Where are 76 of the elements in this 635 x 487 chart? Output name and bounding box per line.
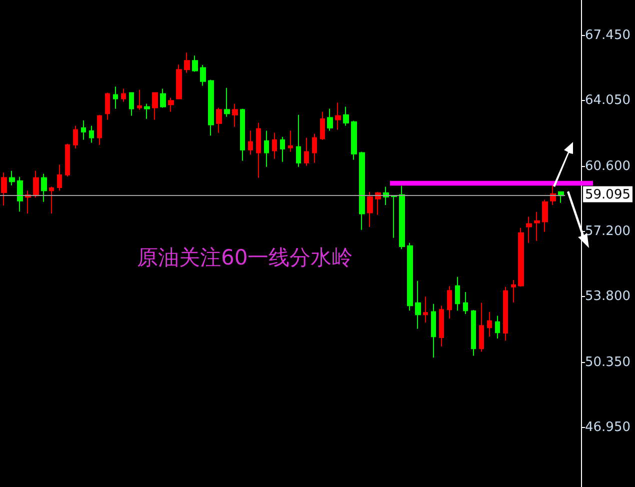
candlestick: [264, 130, 269, 168]
candlestick: [105, 92, 110, 120]
candlestick: [304, 137, 309, 166]
candlestick: [320, 111, 325, 140]
candlestick: [97, 114, 102, 146]
candlestick: [335, 102, 341, 130]
candlestick: [471, 309, 476, 356]
candlestick: [495, 315, 500, 340]
candlestick: [17, 176, 23, 212]
candlestick: [351, 120, 357, 160]
y-tick-label: 46.950: [585, 420, 630, 436]
annotation: 原油关注60一线分水岭: [137, 246, 353, 270]
candlestick: [9, 170, 15, 186]
candlestick: [129, 92, 134, 116]
candlestick: [121, 88, 126, 102]
candlestick: [41, 173, 47, 202]
candlestick: [399, 185, 405, 250]
y-tick-label: 64.050: [585, 92, 630, 108]
candlestick: [280, 136, 285, 162]
candlestick: [152, 92, 158, 120]
ref-line-label: 59.095: [585, 187, 630, 202]
y-tick-label: 50.350: [585, 355, 630, 370]
candlestick: [312, 133, 317, 164]
candlestick: [431, 303, 436, 358]
candlestick: [184, 52, 190, 74]
candlestick: [256, 122, 261, 178]
candlestick: [534, 211, 540, 242]
candlestick: [73, 125, 78, 149]
candlestick: [208, 79, 214, 136]
candlestick: [232, 103, 238, 128]
candlestick: [57, 164, 62, 192]
y-tick-label: 67.450: [585, 28, 630, 43]
candlestick: [518, 227, 524, 288]
candlestick: [216, 107, 222, 134]
candlestick: [89, 125, 94, 144]
candlestick: [503, 286, 508, 342]
candlestick: [240, 108, 245, 162]
candlestick: [359, 151, 365, 230]
candlestick: [296, 114, 301, 168]
candlestick: [33, 170, 39, 198]
candlestick: [526, 216, 532, 244]
candlestick: [463, 292, 468, 315]
candlestick: [288, 130, 293, 152]
candlestick: [192, 55, 198, 72]
candlestick: [423, 296, 428, 324]
y-tick-label: 57.200: [585, 224, 630, 240]
candlestick: [49, 186, 54, 214]
candlestick: [511, 279, 516, 304]
candlestick: [160, 88, 166, 108]
candlestick: [248, 130, 253, 156]
candlestick: [439, 305, 444, 348]
candlestick: [137, 89, 142, 110]
candlestick: [224, 87, 230, 118]
candlestick: [327, 108, 333, 132]
candlestick: [487, 311, 492, 338]
candlestick: [343, 106, 349, 126]
candlestick: [81, 120, 86, 140]
candlestick: [1, 172, 7, 206]
candlestick: [407, 242, 413, 312]
candlestick: [113, 86, 118, 110]
candlestick: [391, 195, 397, 238]
candlestick: [144, 103, 150, 120]
candlestick: [542, 199, 548, 232]
candlestick: [168, 97, 174, 112]
y-tick-label: 60.600: [585, 158, 630, 174]
y-tick-label: 53.800: [585, 289, 630, 304]
candlestick: [479, 302, 484, 352]
candlestick: [415, 280, 421, 330]
candlestick: [65, 143, 70, 178]
candlestick: [447, 286, 452, 320]
candlestick: [367, 191, 373, 228]
candlestick: [272, 132, 277, 160]
candlestick: [558, 191, 564, 204]
candlestick: [200, 64, 206, 86]
candlestick: [455, 276, 460, 312]
candlestick: [176, 64, 182, 100]
